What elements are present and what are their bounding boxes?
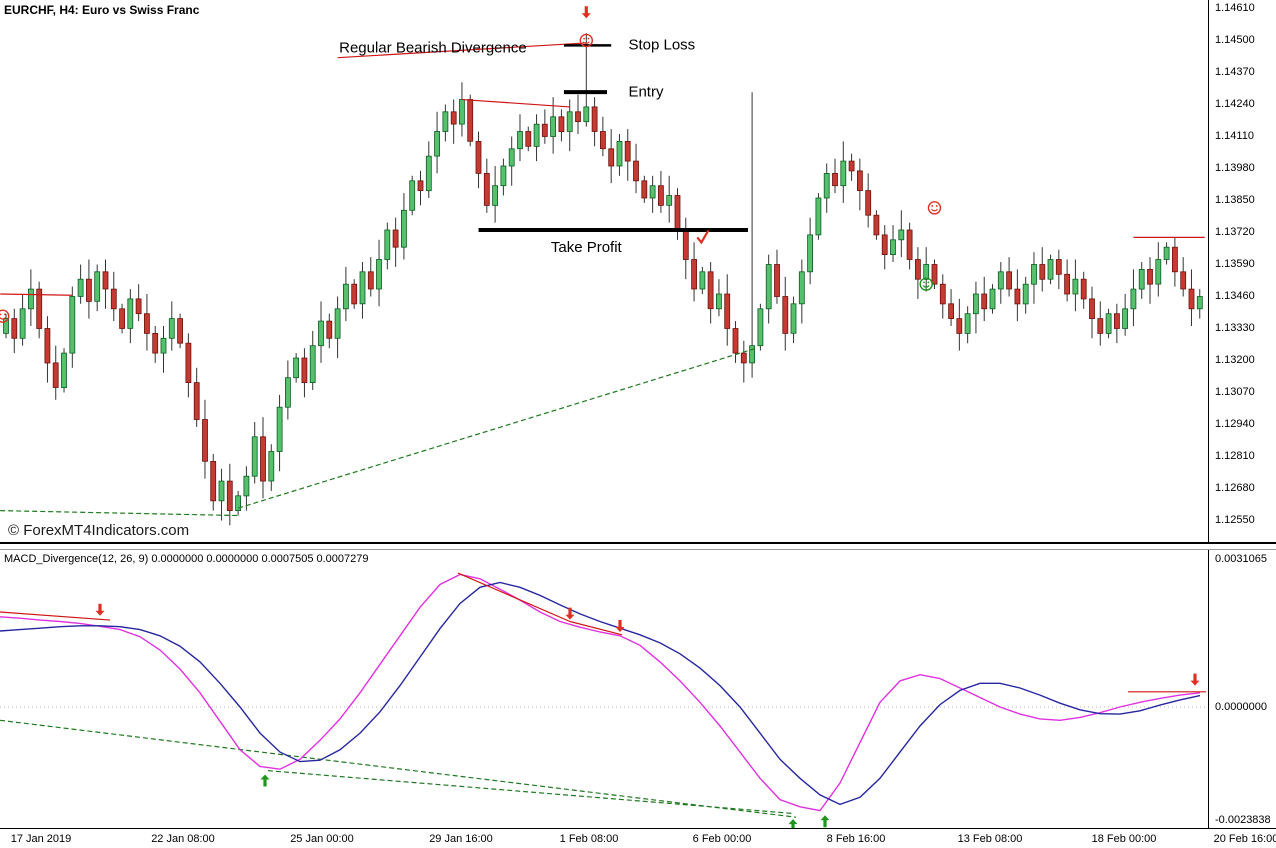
divergence-label[interactable]: Regular Bearish Divergence [339, 39, 527, 57]
smiley-icon[interactable] [919, 277, 933, 291]
trendline[interactable] [569, 620, 623, 636]
signal-line [0, 581, 1201, 806]
arrow-up-icon[interactable] [260, 774, 270, 787]
arrow-down-icon[interactable] [95, 603, 105, 616]
time-axis-label: 17 Jan 2019 [10, 833, 72, 845]
time-axis-label: 8 Feb 16:00 [826, 833, 886, 845]
time-axis-label: 25 Jan 00:00 [290, 833, 354, 845]
check-icon[interactable] [696, 229, 710, 245]
candlesticks [3, 33, 1203, 526]
indicator-axis[interactable]: 0.0031065 0.0000000 -0.0023838 [1208, 550, 1276, 828]
trendline[interactable] [237, 347, 757, 509]
smiley-icon[interactable] [0, 309, 10, 323]
trendline[interactable] [0, 293, 73, 296]
time-axis-label: 22 Jan 08:00 [151, 833, 215, 845]
price-axis-label: 1.13850 [1215, 194, 1255, 206]
price-axis-label: 1.14610 [1215, 2, 1255, 14]
price-axis-label: 1.12680 [1215, 482, 1255, 494]
time-axis[interactable]: 17 Jan 2019 22 Jan 08:00 25 Jan 00:00 29 Ja… [0, 828, 1276, 848]
price-axis-label: 1.13980 [1215, 162, 1255, 174]
macd-line [0, 573, 1201, 812]
smiley-icon[interactable] [579, 33, 593, 48]
price-axis[interactable]: 1.14610 1.14500 1.14370 1.14240 1.14110 1.139… [1208, 0, 1276, 542]
indicator-axis-label: 0.0031065 [1215, 553, 1267, 566]
price-axis-label: 1.13070 [1215, 386, 1255, 398]
time-axis-label: 13 Feb 08:00 [957, 833, 1023, 845]
watermark: © ForexMT4Indicators.com [8, 522, 190, 539]
price-chart-canvas[interactable] [0, 0, 1208, 542]
arrow-down-icon[interactable] [581, 6, 591, 19]
trendline[interactable] [337, 42, 587, 59]
time-axis-label: 6 Feb 00:00 [692, 833, 752, 845]
price-pane: EURCHF, H4: Euro vs Swiss Franc © ForexM… [0, 0, 1276, 542]
arrow-down-icon[interactable] [565, 607, 575, 620]
trendline[interactable] [267, 770, 793, 814]
entry-label[interactable]: Entry [628, 83, 664, 101]
price-axis-label: 1.14370 [1215, 66, 1255, 78]
price-axis-label: 1.14500 [1215, 34, 1255, 46]
time-axis-label: 29 Jan 16:00 [429, 833, 493, 845]
trendline[interactable] [457, 572, 571, 623]
arrow-down-icon[interactable] [615, 619, 625, 632]
stop-loss-label[interactable]: Stop Loss [628, 36, 696, 54]
price-axis-label: 1.14240 [1215, 98, 1255, 110]
price-axis-label: 1.13590 [1215, 258, 1255, 270]
trendline[interactable] [0, 510, 239, 517]
time-axis-label: 1 Feb 08:00 [559, 833, 619, 845]
symbol-label: EURCHF, H4: Euro vs Swiss Franc [4, 3, 200, 17]
time-axis-label: 20 Feb 16:00 [1213, 833, 1276, 845]
price-axis-label: 1.12940 [1215, 418, 1255, 430]
arrow-up-icon[interactable] [820, 815, 830, 828]
price-axis-label: 1.13460 [1215, 290, 1255, 302]
price-axis-label: 1.12550 [1215, 514, 1255, 526]
time-axis-label: 18 Feb 00:00 [1091, 833, 1157, 845]
price-axis-label: 1.14110 [1215, 130, 1254, 142]
indicator-axis-label: 0.0000000 [1215, 701, 1267, 713]
trendline[interactable] [0, 611, 111, 621]
arrow-down-icon[interactable] [1190, 673, 1200, 686]
trendline[interactable] [0, 719, 797, 818]
trendline[interactable] [461, 98, 570, 108]
price-chart-area[interactable]: EURCHF, H4: Euro vs Swiss Franc © ForexM… [0, 0, 1208, 542]
indicator-pane: MACD_Divergence(12, 26, 9) 0.0000000 0.0… [0, 550, 1276, 828]
price-axis-label: 1.13330 [1215, 322, 1255, 334]
price-axis-label: 1.12810 [1215, 450, 1255, 462]
indicator-chart-area[interactable]: MACD_Divergence(12, 26, 9) 0.0000000 0.0… [0, 550, 1208, 828]
indicator-canvas[interactable] [0, 550, 1208, 828]
price-axis-label: 1.13720 [1215, 226, 1255, 238]
price-axis-label: 1.13200 [1215, 354, 1255, 366]
pane-separator[interactable] [0, 542, 1276, 550]
take-profit-label[interactable]: Take Profit [550, 238, 622, 256]
arrow-up-icon[interactable] [788, 819, 798, 828]
smiley-icon[interactable] [927, 201, 942, 215]
indicator-axis-label: -0.0023838 [1215, 814, 1271, 827]
indicator-label: MACD_Divergence(12, 26, 9) 0.0000000 0.0… [4, 553, 369, 565]
